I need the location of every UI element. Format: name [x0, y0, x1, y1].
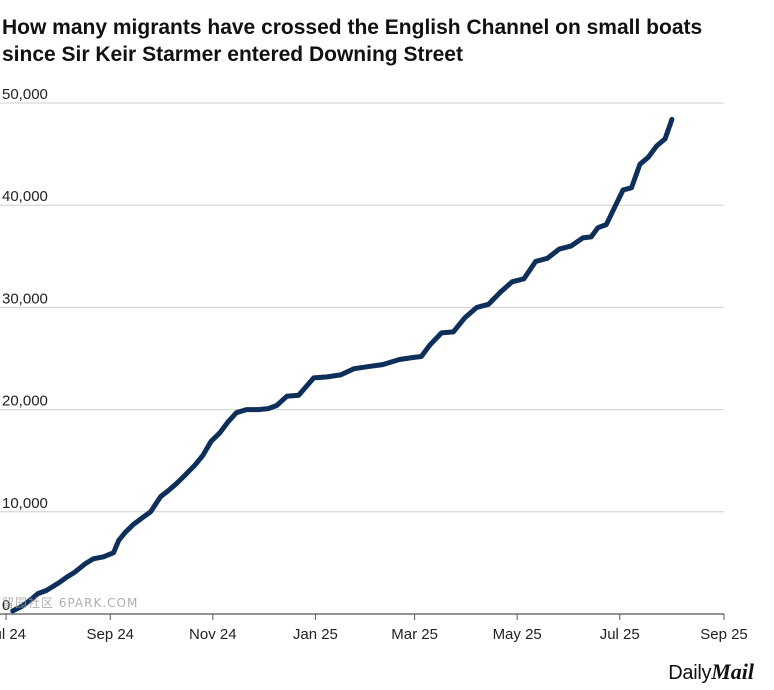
- x-tick-label: Mar 25: [391, 626, 438, 643]
- x-tick-label: Jul 25: [600, 626, 640, 643]
- x-axis: Jul 24 Sep 24 Nov 24 Jan 25 Mar 25 May 25 Jul …: [0, 614, 748, 643]
- x-tick-label: Sep 25: [700, 626, 748, 643]
- y-tick-label: 20,000: [2, 393, 48, 410]
- y-tick-label: 30,000: [2, 290, 48, 307]
- x-tick-label: Sep 24: [86, 626, 134, 643]
- x-tick-label: Nov 24: [189, 626, 237, 643]
- x-tick-label: Jan 25: [293, 626, 338, 643]
- y-axis: 0 10,000 20,000 30,000 40,000 50,000: [2, 86, 48, 614]
- y-tick-label: 40,000: [2, 188, 48, 205]
- x-tick-label: Jul 24: [0, 626, 26, 643]
- series-line: [10, 116, 675, 614]
- daily-mail-logo: DailyMail: [668, 660, 754, 685]
- brand-mail: Mail: [711, 659, 754, 684]
- chart-title-line-2: since Sir Keir Starmer entered Downing S…: [2, 43, 463, 66]
- y-tick-label: 0: [2, 597, 10, 614]
- chart-title-line-1: How many migrants have crossed the Engli…: [2, 16, 703, 39]
- y-tick-label: 10,000: [2, 495, 48, 512]
- brand-daily: Daily: [668, 662, 712, 684]
- watermark: 留园社区 6PARK.COM: [2, 596, 139, 610]
- x-tick-label: May 25: [493, 626, 542, 643]
- series-group: [10, 116, 675, 614]
- grid-lines: [0, 102, 724, 615]
- chart-title: How many migrants have crossed the Engli…: [2, 14, 762, 68]
- y-tick-label: 50,000: [2, 86, 48, 103]
